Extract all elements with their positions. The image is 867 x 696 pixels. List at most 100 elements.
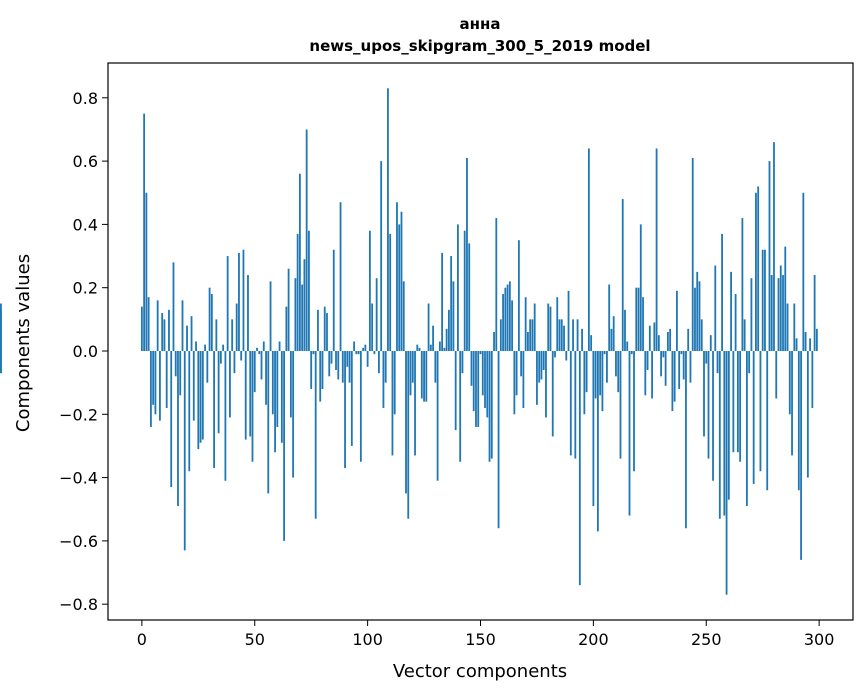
bar [574,350,577,459]
bar [764,249,766,351]
bar [716,350,719,374]
bar [452,281,455,351]
bar [287,268,290,351]
bars-group [0,88,818,595]
bar [678,350,681,389]
bar [276,350,279,427]
bar [786,303,789,351]
bar [664,350,667,386]
bar [601,350,604,412]
bar [210,294,213,351]
bar [619,350,622,459]
bar [761,249,764,351]
bar [488,350,491,462]
bar [308,230,310,351]
bar [450,256,453,351]
bar [529,319,532,351]
bar [168,309,170,351]
bar [312,350,315,355]
bar [646,350,649,370]
bar [545,350,547,418]
chart-title: анна [460,15,501,33]
bar [700,319,703,351]
bar [558,319,561,351]
bar [718,350,721,519]
bar [188,350,191,472]
bar [362,347,365,351]
bar [630,350,633,355]
bar [615,350,617,377]
bar [213,350,216,469]
bar [359,350,362,462]
bar [766,350,769,491]
bar [531,319,534,351]
bar [416,344,419,351]
bar [0,303,2,351]
bar [603,350,606,355]
bar [784,246,787,351]
bar [0,350,2,374]
bar [348,350,351,383]
bar [800,350,802,560]
y-tick-label: 0.2 [73,279,98,298]
bar [793,303,796,351]
bar [727,350,730,500]
bar [305,129,308,351]
bar [233,350,236,374]
x-tick-label: 300 [804,630,835,649]
bar [174,350,177,377]
bar [572,319,574,351]
bar [730,271,732,351]
bar [712,350,714,481]
bar [219,350,222,364]
bar [256,347,258,351]
bar [181,300,184,351]
bar [145,192,148,351]
bar [240,350,243,361]
bar [407,350,410,519]
bar [707,350,710,459]
bar [466,157,468,351]
bar [680,350,683,355]
bar [215,319,218,351]
bar [648,325,651,351]
bar [714,265,717,351]
bar [468,243,471,351]
bar [251,350,254,462]
bar [592,350,595,507]
bar [569,350,572,456]
bar [170,350,173,488]
bar [409,350,412,396]
bar [298,173,301,351]
bar [685,350,687,529]
bar [511,300,514,351]
bar [326,313,328,351]
bar [172,262,175,351]
bar [709,335,712,351]
bar [732,350,735,453]
bar [581,328,583,351]
bar [522,350,525,408]
bar [330,350,333,364]
bar [380,161,383,351]
bar [179,350,182,396]
bar [490,350,493,459]
bar [314,350,317,519]
bar [626,341,629,351]
bar [669,328,672,351]
bar [583,350,586,415]
bar [779,265,782,351]
bar [280,350,283,443]
bar [752,350,755,484]
bar [524,297,527,351]
bar [389,233,392,351]
bar [378,350,380,374]
bar [152,350,155,405]
bar [606,350,608,383]
bar [271,350,274,415]
bar [504,287,507,351]
bar [197,350,200,450]
bar [475,350,477,427]
bar [486,350,489,418]
bar [441,252,444,351]
